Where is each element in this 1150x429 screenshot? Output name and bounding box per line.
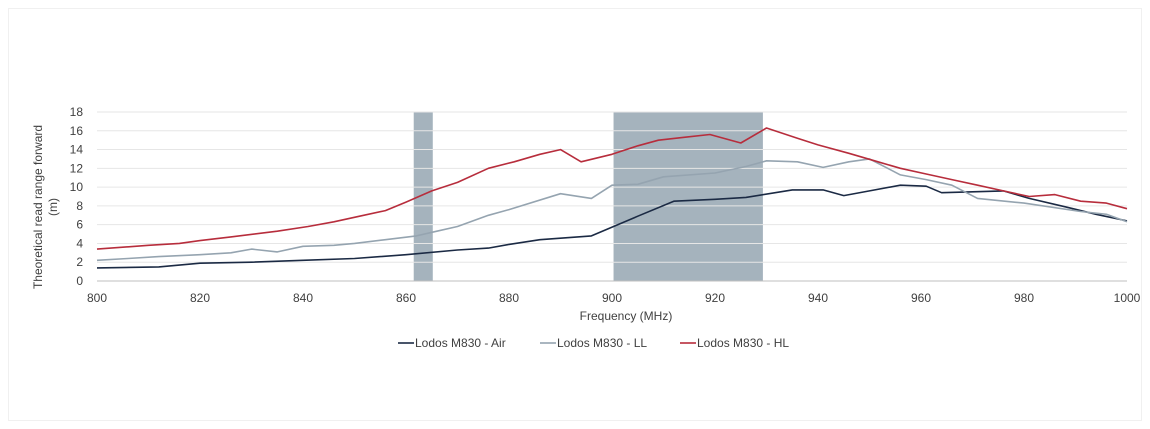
x-tick-label: 1000 [1114, 291, 1141, 305]
y-tick-label: 8 [76, 199, 83, 213]
x-tick-label: 900 [602, 291, 622, 305]
x-tick-label: 920 [705, 291, 725, 305]
x-tick-label: 960 [911, 291, 931, 305]
x-tick-label: 840 [293, 291, 313, 305]
y-tick-label: 12 [70, 161, 84, 175]
y-tick-label: 14 [70, 143, 84, 157]
y-tick-label: 18 [70, 105, 84, 119]
y-axis-title: Theoretical read range forward (m) [31, 125, 60, 289]
series-line-2 [96, 127, 1128, 250]
x-axis-ticks: 800 820 840 860 880 900 920 940 960 980 1000 [87, 291, 1141, 305]
y-tick-label: 2 [76, 255, 83, 269]
y-tick-label: 16 [70, 124, 84, 138]
legend: Lodos M830 - Air Lodos M830 - LL Lodos M83… [398, 336, 789, 350]
series-line-1 [96, 158, 1128, 262]
y-axis-ticks: 0 2 4 6 8 10 12 14 16 18 [70, 105, 84, 288]
x-tick-label: 820 [190, 291, 210, 305]
shaded-bands [413, 112, 763, 281]
series-line-0 [96, 184, 1128, 269]
y-tick-label: 4 [76, 236, 83, 250]
legend-label-1: Lodos M830 - LL [557, 336, 647, 350]
x-axis-title: Frequency (MHz) [580, 309, 673, 323]
y-tick-label: 6 [76, 218, 83, 232]
y-axis-title-line-1: Theoretical read range forward [31, 125, 45, 289]
x-tick-label: 860 [396, 291, 416, 305]
legend-label-0: Lodos M830 - Air [415, 336, 506, 350]
x-tick-label: 980 [1014, 291, 1034, 305]
y-tick-label: 10 [70, 180, 84, 194]
series-lines [96, 127, 1128, 269]
shaded-band-1 [613, 112, 763, 281]
x-tick-label: 800 [87, 291, 107, 305]
x-tick-label: 880 [499, 291, 519, 305]
legend-label-2: Lodos M830 - HL [697, 336, 789, 350]
chart-frame [8, 8, 1142, 421]
x-tick-label: 940 [808, 291, 828, 305]
y-tick-label: 0 [76, 274, 83, 288]
y-axis-title-line-2: (m) [46, 198, 60, 216]
shaded-band-0 [413, 112, 433, 281]
